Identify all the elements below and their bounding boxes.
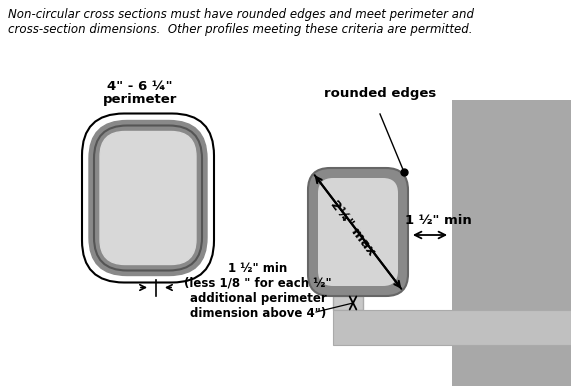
Text: 1 ½" min: 1 ½" min: [405, 214, 472, 227]
Text: 2¼" max: 2¼" max: [328, 198, 378, 258]
FancyBboxPatch shape: [318, 178, 398, 286]
FancyBboxPatch shape: [82, 113, 214, 283]
Bar: [333, 310, 571, 345]
FancyBboxPatch shape: [89, 120, 207, 276]
FancyBboxPatch shape: [308, 168, 408, 296]
FancyBboxPatch shape: [100, 132, 196, 264]
Text: Non-circular cross sections must have rounded edges and meet perimeter and
cross: Non-circular cross sections must have ro…: [8, 8, 474, 36]
Text: 4" - 6 ¼": 4" - 6 ¼": [107, 80, 173, 93]
Text: 1 ½" min
(less 1/8 " for each ½"
additional perimeter
dimension above 4"): 1 ½" min (less 1/8 " for each ½" additio…: [184, 262, 332, 320]
Bar: [333, 296, 363, 310]
Text: perimeter: perimeter: [103, 93, 177, 107]
Text: rounded edges: rounded edges: [324, 87, 436, 100]
Bar: [452, 100, 571, 386]
